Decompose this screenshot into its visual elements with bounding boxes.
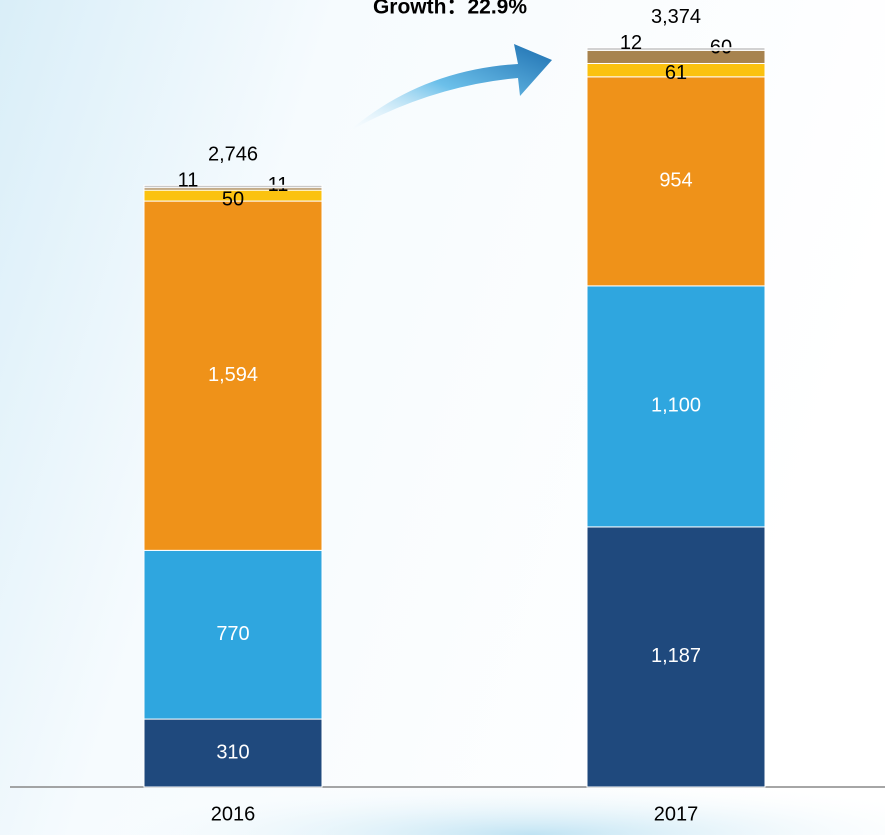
bar-segment xyxy=(586,49,766,64)
bar-segment xyxy=(143,718,323,788)
value-label: 954 xyxy=(659,170,692,192)
value-label: 1,594 xyxy=(208,364,258,386)
value-label: 310 xyxy=(216,741,249,763)
growth-annotation: Growth：22.9% xyxy=(373,0,527,19)
value-label: 1,100 xyxy=(651,395,701,417)
value-label: 770 xyxy=(216,623,249,645)
value-label: 11 xyxy=(178,170,199,192)
value-label: 61 xyxy=(665,62,687,84)
total-label: 2,746 xyxy=(208,144,258,166)
value-label: 12 xyxy=(620,32,642,54)
bar-segment xyxy=(143,184,323,189)
value-label: 50 xyxy=(222,188,244,210)
growth-arrow xyxy=(348,44,552,132)
bar-segment xyxy=(586,285,766,528)
bar-segment xyxy=(586,47,766,51)
bar-segment xyxy=(586,526,766,788)
bar-segment xyxy=(586,76,766,287)
bar-segment xyxy=(143,549,323,720)
x-tick-label: 2016 xyxy=(211,803,256,825)
total-label: 3,374 xyxy=(651,6,701,28)
x-tick-label: 2017 xyxy=(654,803,699,825)
value-label: 1,187 xyxy=(651,645,701,667)
bar-segment xyxy=(143,200,323,551)
